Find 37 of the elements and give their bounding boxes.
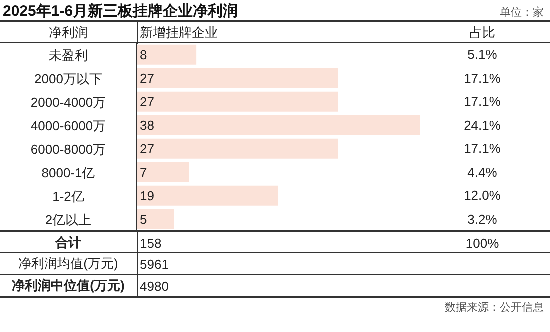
text: 4.4% [466, 164, 498, 182]
data-label: 5 [140, 212, 148, 227]
y-tick-label: 2亿以上 [45, 212, 92, 228]
y-tick-label: 1-2亿 [52, 188, 84, 204]
chart-title: 2025年1-6月新三板挂牌企业净利润 [3, 2, 238, 21]
text: 17.1% [463, 140, 502, 158]
text: 5961 [139, 256, 170, 274]
y-tick-label: 4000-6000万 [30, 118, 106, 134]
y-tick-label: 8000-1亿 [42, 165, 96, 180]
text: 12.0% [463, 187, 502, 206]
text: 4980 [139, 278, 170, 296]
x-axis-title: 新增挂牌企业 [139, 24, 219, 42]
text: 17.1% [463, 70, 502, 88]
data-label: 38 [140, 118, 154, 133]
data-label: 27 [140, 94, 154, 110]
text: 占比 [468, 24, 496, 42]
text: 158 [139, 234, 163, 252]
text: 净利润均值(万元) [18, 255, 120, 273]
text: 17.1% [463, 93, 502, 112]
y-axis-title: 净利润 [48, 24, 89, 42]
y-tick-label: 未盈利 [49, 48, 88, 63]
data-label: 19 [140, 188, 154, 204]
text: 净利润中位值(万元) [11, 277, 126, 295]
text: 单位：家 [500, 6, 544, 20]
y-tick-label: 6000-8000万 [30, 142, 106, 157]
text: 3.2% [466, 210, 498, 229]
data-label: 8 [140, 47, 148, 62]
source-note: 数据来源：公开信息 [445, 301, 544, 315]
text: 100% [464, 234, 500, 252]
data-label: 27 [140, 141, 154, 156]
text: 合计 [54, 234, 82, 252]
y-tick-label: 2000-4000万 [30, 94, 106, 110]
data-label: 7 [140, 164, 148, 180]
text: 5.1% [466, 46, 498, 64]
y-tick-label: 2000万以下 [34, 71, 102, 86]
data-label: 27 [140, 70, 154, 86]
text: 24.1% [463, 116, 502, 135]
